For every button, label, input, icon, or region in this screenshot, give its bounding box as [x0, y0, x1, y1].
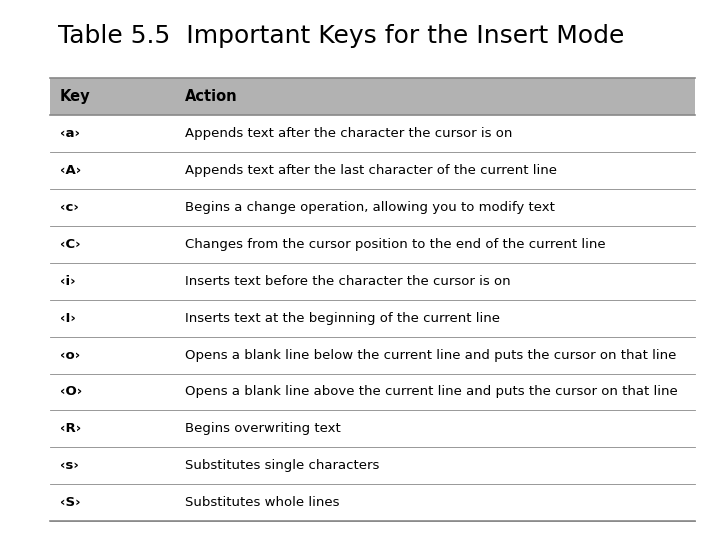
Text: ‹o›: ‹o›	[60, 348, 80, 362]
Text: ‹O›: ‹O›	[60, 386, 82, 399]
Text: ‹S›: ‹S›	[60, 496, 81, 509]
Text: Key: Key	[60, 89, 91, 104]
Text: Action: Action	[185, 89, 238, 104]
Text: Appends text after the character the cursor is on: Appends text after the character the cur…	[185, 127, 513, 140]
Text: ‹I›: ‹I›	[60, 312, 76, 325]
Text: ‹a›: ‹a›	[60, 127, 80, 140]
Text: Begins overwriting text: Begins overwriting text	[185, 422, 341, 435]
Text: ‹c›: ‹c›	[60, 201, 78, 214]
Text: Appends text after the last character of the current line: Appends text after the last character of…	[185, 164, 557, 177]
Text: Substitutes whole lines: Substitutes whole lines	[185, 496, 340, 509]
Text: Inserts text before the character the cursor is on: Inserts text before the character the cu…	[185, 275, 510, 288]
Text: Opens a blank line below the current line and puts the cursor on that line: Opens a blank line below the current lin…	[185, 348, 676, 362]
Text: Opens a blank line above the current line and puts the cursor on that line: Opens a blank line above the current lin…	[185, 386, 678, 399]
Text: ‹s›: ‹s›	[60, 459, 78, 472]
Text: Inserts text at the beginning of the current line: Inserts text at the beginning of the cur…	[185, 312, 500, 325]
Text: ‹i›: ‹i›	[60, 275, 76, 288]
Text: Substitutes single characters: Substitutes single characters	[185, 459, 379, 472]
Text: Begins a change operation, allowing you to modify text: Begins a change operation, allowing you …	[185, 201, 555, 214]
Text: ‹A›: ‹A›	[60, 164, 81, 177]
Text: ‹C›: ‹C›	[60, 238, 81, 251]
Text: Changes from the cursor position to the end of the current line: Changes from the cursor position to the …	[185, 238, 606, 251]
Text: Table 5.5  Important Keys for the Insert Mode: Table 5.5 Important Keys for the Insert …	[58, 24, 624, 48]
Text: ‹R›: ‹R›	[60, 422, 81, 435]
